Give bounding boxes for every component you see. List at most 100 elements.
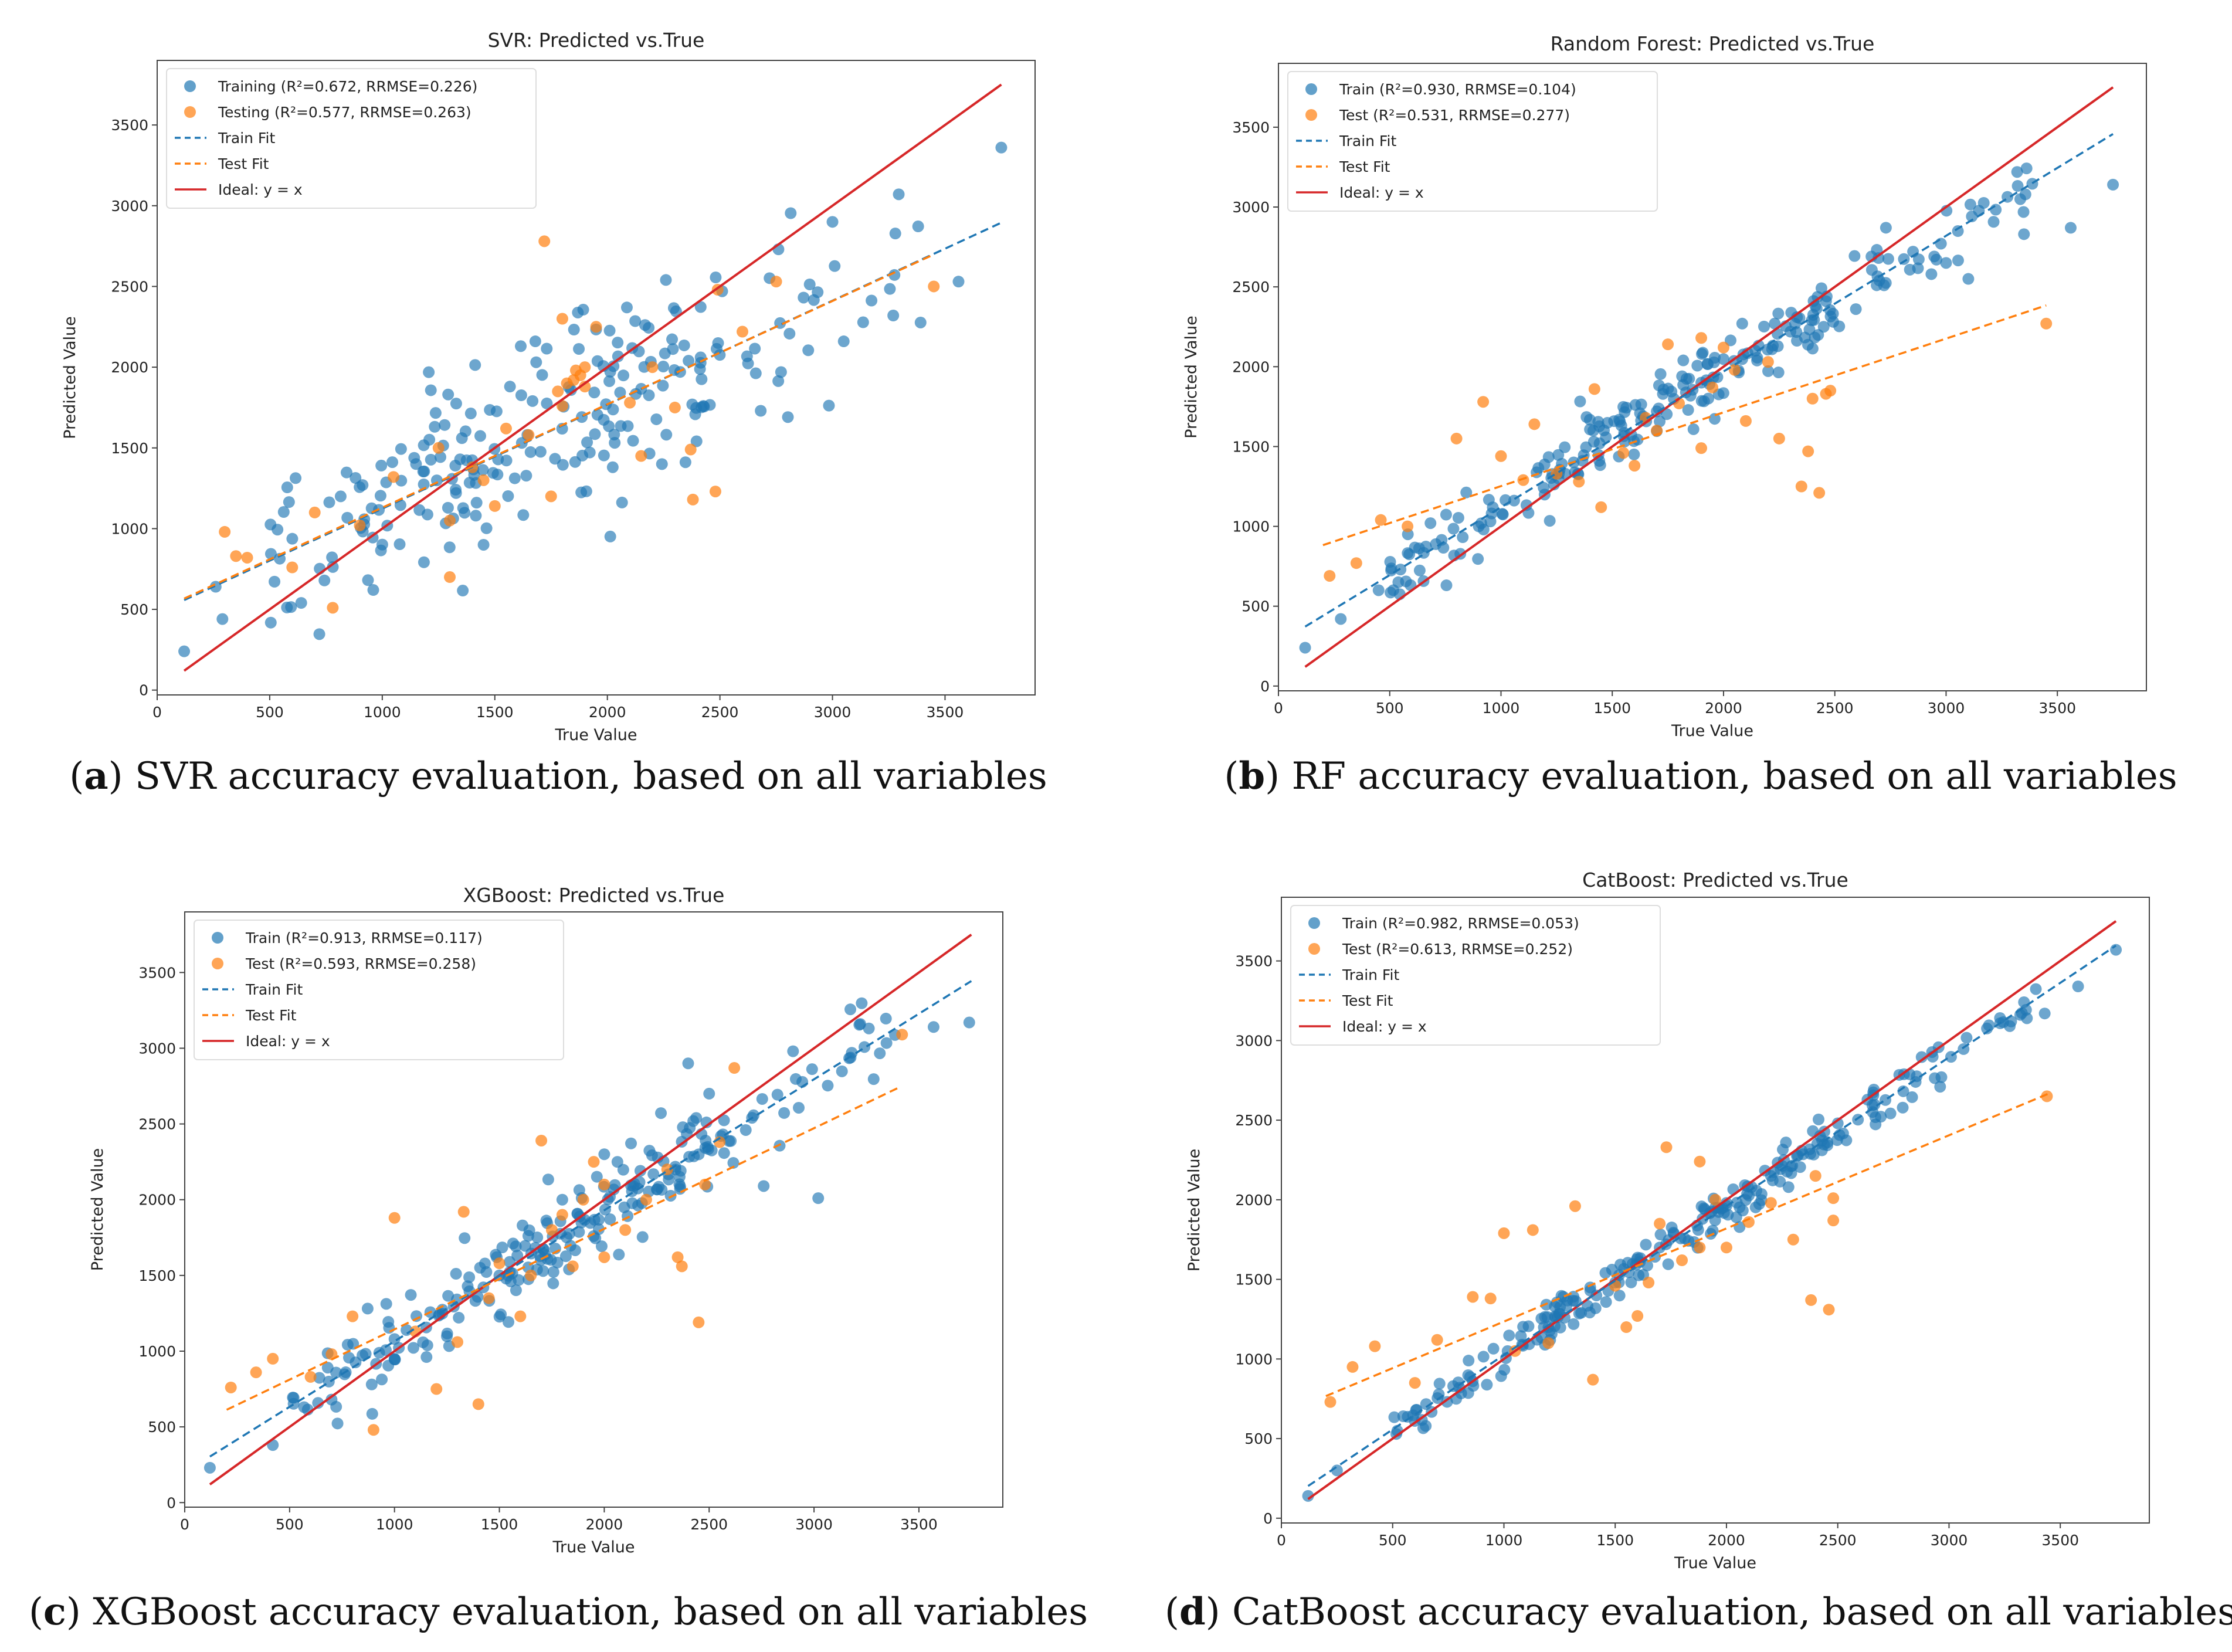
train-point — [178, 645, 191, 657]
train-point — [394, 538, 406, 551]
train-point — [755, 405, 767, 417]
train-point — [326, 551, 338, 564]
train-point — [1580, 411, 1593, 423]
y-tick-label: 3500 — [1232, 119, 1270, 136]
train-point — [281, 601, 293, 613]
y-tick-label: 500 — [120, 601, 148, 618]
legend-train-marker — [1305, 83, 1317, 95]
chart-title: XGBoost: Predicted vs.True — [463, 884, 725, 907]
test-point — [699, 1178, 711, 1190]
train-point — [366, 1407, 378, 1420]
test-point — [432, 442, 445, 454]
test-point — [1450, 432, 1463, 445]
train-point — [523, 1224, 535, 1236]
test-point — [241, 551, 253, 564]
train-point — [1625, 1276, 1637, 1288]
train-point — [1662, 1258, 1674, 1270]
train-point — [380, 1298, 392, 1310]
train-point — [812, 286, 824, 298]
y-tick-label: 1500 — [111, 440, 148, 457]
y-tick-label: 3500 — [1235, 953, 1273, 970]
test-point — [523, 429, 535, 441]
train-point — [609, 1179, 621, 1191]
ideal-line — [209, 934, 972, 1485]
train-point — [1807, 1125, 1819, 1137]
train-point — [312, 1397, 324, 1409]
train-point — [1568, 1291, 1580, 1303]
train-point — [321, 1362, 334, 1374]
train-point — [375, 459, 388, 471]
train-point — [603, 375, 616, 388]
x-tick-label: 2000 — [586, 1516, 623, 1533]
train-point — [700, 1134, 712, 1146]
train-point — [1774, 1175, 1786, 1188]
train-point — [829, 260, 841, 272]
train-point — [1413, 564, 1426, 576]
train-point — [1580, 441, 1592, 453]
train-point — [442, 388, 454, 401]
train-point — [474, 430, 486, 442]
train-point — [1400, 575, 1412, 588]
train-fit-line — [209, 980, 972, 1458]
train-point — [689, 408, 701, 420]
panel-caption: (c) XGBoost accuracy evaluation, based o… — [29, 1590, 1088, 1634]
train-point — [287, 1392, 300, 1404]
x-tick-label: 1000 — [376, 1516, 413, 1533]
train-point — [1575, 1307, 1587, 1319]
train-point — [556, 1193, 568, 1206]
train-point — [656, 458, 668, 470]
train-point — [2072, 981, 2084, 993]
train-point — [442, 1290, 454, 1302]
train-point — [1709, 1214, 1721, 1226]
train-point — [534, 446, 547, 458]
train-point — [1702, 392, 1715, 405]
train-point — [1806, 342, 1819, 355]
test-point — [1324, 1396, 1337, 1408]
train-point — [264, 548, 277, 560]
y-tick-label: 1000 — [1232, 518, 1270, 535]
train-point — [340, 466, 352, 479]
train-point — [547, 1266, 559, 1278]
test-point — [1823, 1304, 1835, 1316]
train-point — [1433, 1378, 1446, 1390]
ideal-line — [1307, 920, 2117, 1500]
train-point — [1635, 398, 1647, 411]
train-point — [379, 1344, 392, 1356]
train-point — [323, 496, 335, 508]
train-point — [1709, 351, 1721, 364]
train-point — [375, 544, 387, 557]
train-point — [281, 481, 293, 494]
train-point — [541, 397, 553, 409]
test-fit-line — [226, 1087, 898, 1411]
train-point — [559, 1250, 572, 1263]
train-point — [388, 1333, 401, 1345]
test-point — [2041, 1090, 2053, 1103]
test-point — [577, 1193, 589, 1206]
train-point — [313, 628, 325, 640]
test-point — [1527, 1224, 1539, 1236]
train-point — [1990, 203, 2002, 216]
train-point — [1897, 1085, 1909, 1097]
test-point — [552, 385, 564, 398]
test-point — [1595, 501, 1607, 513]
train-point — [325, 1393, 338, 1406]
train-point — [1739, 1194, 1752, 1206]
y-tick-label: 1000 — [1235, 1351, 1273, 1368]
test-point — [569, 364, 582, 376]
x-tick-label: 3000 — [795, 1516, 833, 1533]
train-point — [620, 301, 633, 314]
test-point — [1569, 1200, 1581, 1212]
train-point — [1934, 1081, 1946, 1093]
test-point — [457, 1206, 470, 1218]
train-point — [783, 327, 796, 340]
test-fit-line — [184, 253, 934, 600]
test-point — [1762, 356, 1774, 368]
test-point — [896, 1029, 908, 1041]
train-point — [889, 228, 901, 240]
train-point — [557, 459, 569, 471]
train-point — [457, 502, 469, 514]
legend-train-fit-label: Train Fit — [245, 981, 303, 998]
x-tick-label: 2500 — [701, 704, 739, 721]
train-point — [1687, 423, 1700, 435]
train-point — [772, 375, 785, 387]
